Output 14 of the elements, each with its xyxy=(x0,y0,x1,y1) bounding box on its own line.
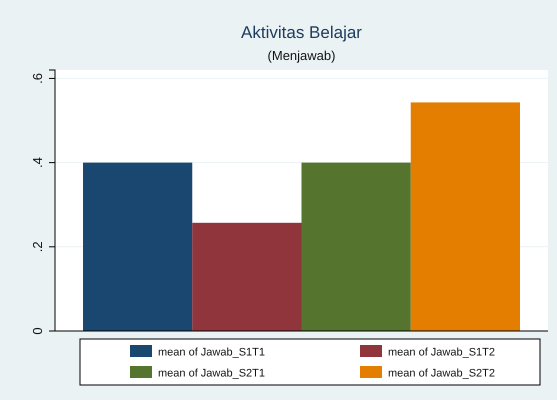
bar xyxy=(302,162,411,331)
y-tick-label: .6 xyxy=(30,72,45,84)
legend-label: mean of Jawab_S2T2 xyxy=(388,368,496,380)
bar xyxy=(83,162,192,331)
chart-title: Aktivitas Belajar xyxy=(241,23,362,42)
chart-subtitle: (Menjawab) xyxy=(268,48,336,63)
y-tick-label: 0 xyxy=(30,327,45,335)
y-tick-label: .4 xyxy=(30,157,45,168)
legend-label: mean of Jawab_S1T1 xyxy=(158,346,266,358)
y-tick-label: .2 xyxy=(30,241,45,252)
legend-label: mean of Jawab_S2T1 xyxy=(158,368,266,380)
bar xyxy=(410,102,520,331)
legend-label: mean of Jawab_S1T2 xyxy=(388,346,496,358)
bar xyxy=(192,222,302,331)
